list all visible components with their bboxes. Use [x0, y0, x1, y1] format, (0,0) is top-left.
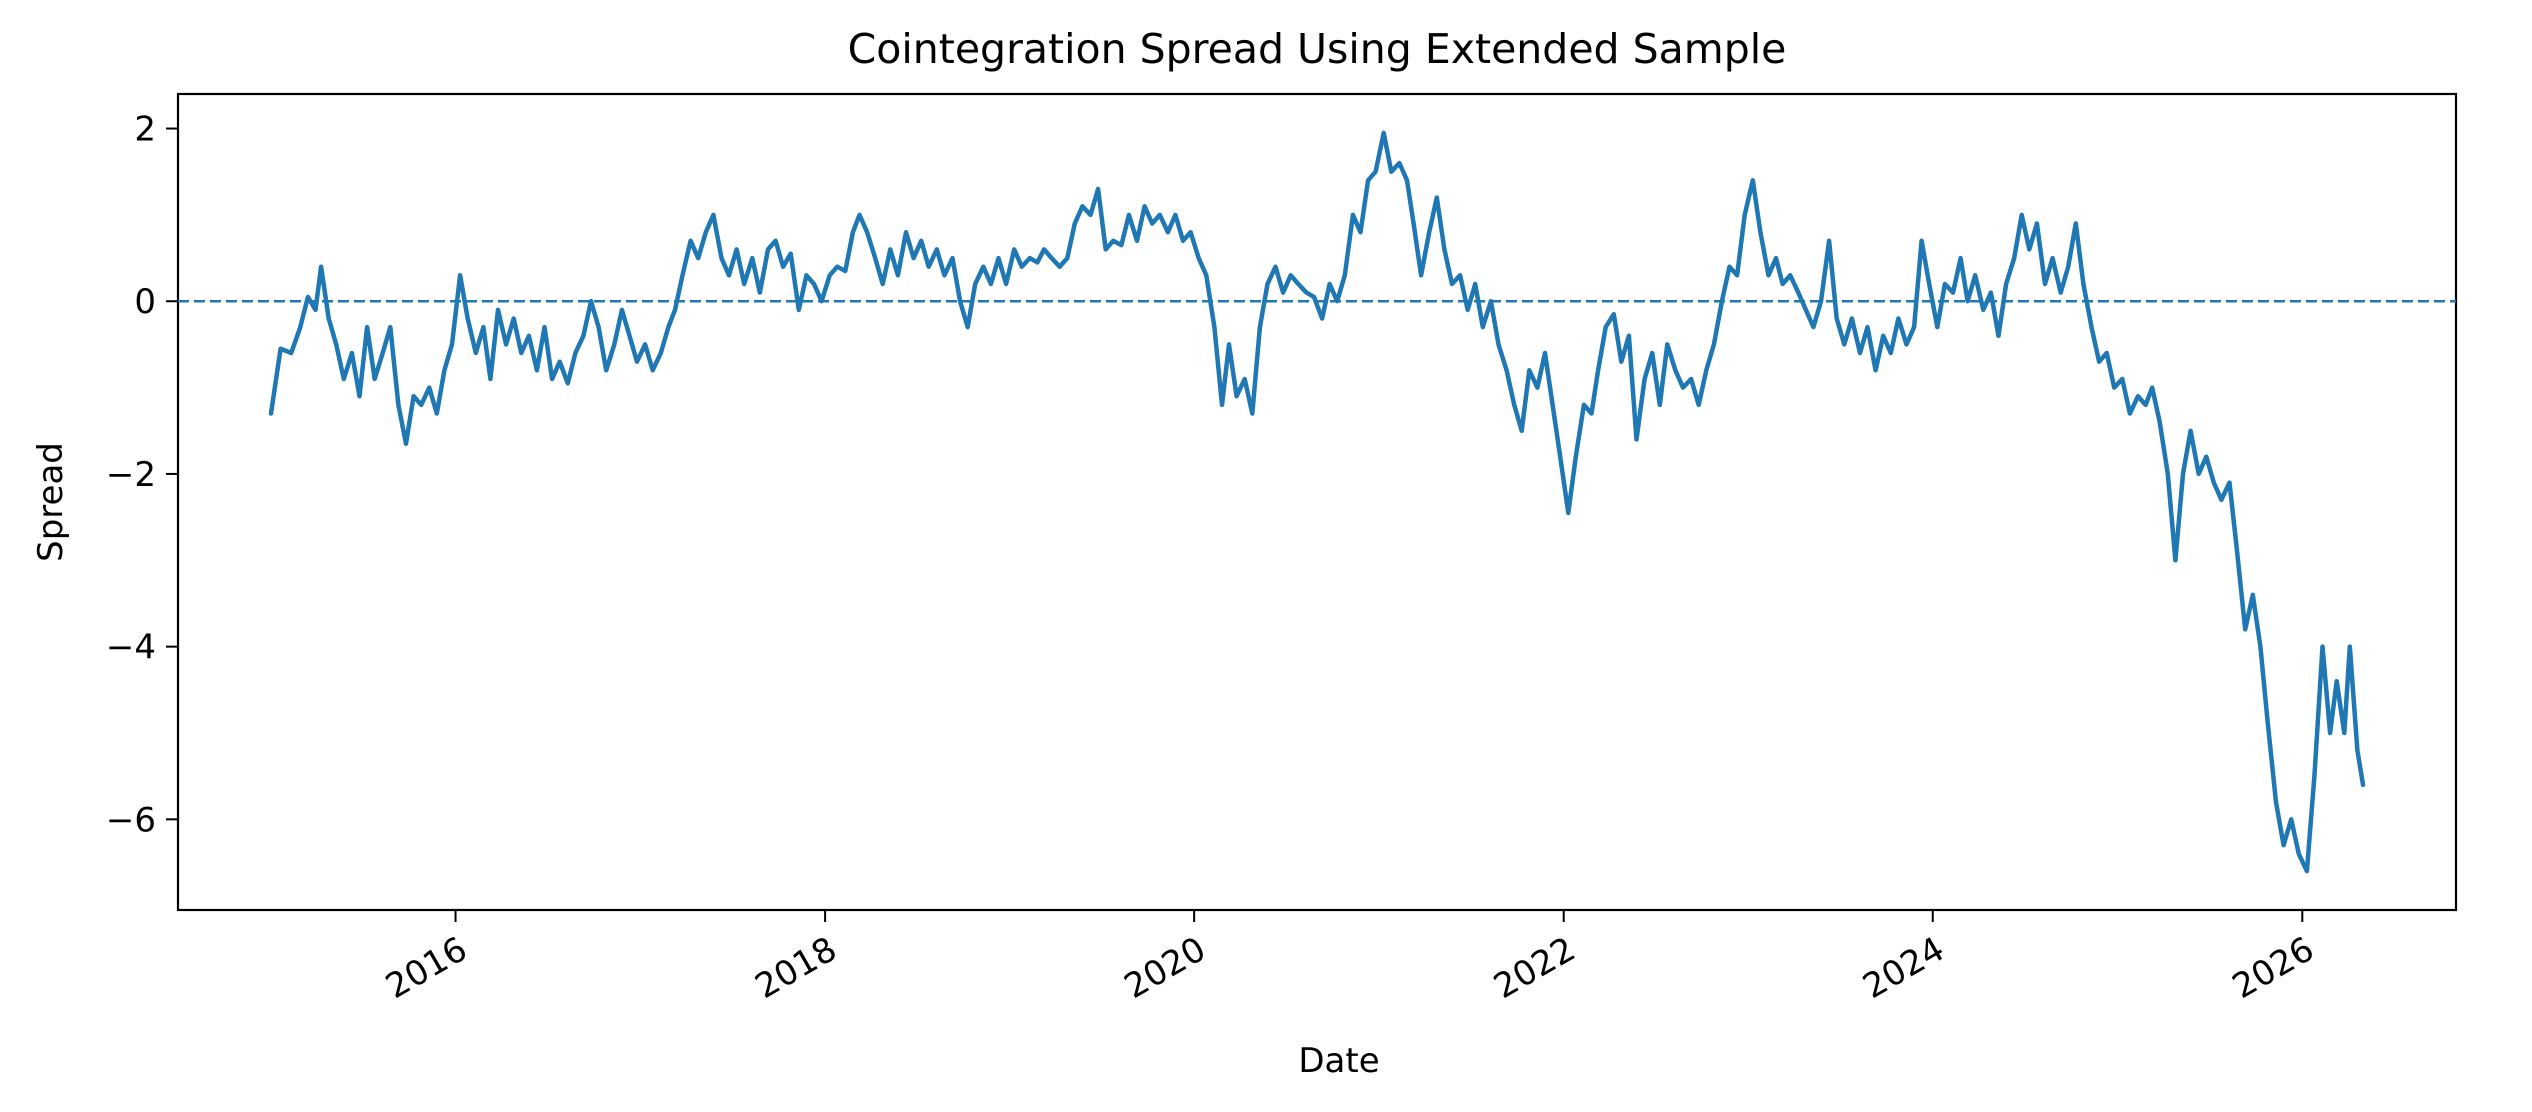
- series-group: [268, 130, 2366, 874]
- y-tick-label: −2: [106, 455, 156, 495]
- x-axis-label: Date: [1298, 1041, 1379, 1081]
- plot-frame: [176, 92, 2458, 912]
- y-axis-label: Spread: [31, 442, 71, 562]
- chart-title: Cointegration Spread Using Extended Samp…: [848, 25, 1787, 73]
- y-tick-label: −4: [106, 628, 156, 668]
- x-tick-label: 2026: [2226, 929, 2321, 1007]
- x-tick-label: 2016: [379, 929, 474, 1007]
- series-line-0: [268, 130, 2366, 874]
- plot-area: [176, 92, 2458, 912]
- y-tick-label: −6: [106, 800, 156, 840]
- y-tick-label: 2: [134, 110, 156, 150]
- y-axis-ticks: 2 0 −2 −4 −6: [106, 110, 178, 840]
- x-tick-label: 2020: [1118, 929, 1213, 1007]
- x-tick-label: 2024: [1856, 929, 1951, 1007]
- x-tick-label: 2018: [749, 929, 844, 1007]
- y-tick-label: 0: [134, 282, 156, 322]
- x-axis-ticks: 2016 2018 2020 2022 2024 2026: [379, 910, 2321, 1007]
- x-tick-label: 2022: [1487, 929, 1582, 1007]
